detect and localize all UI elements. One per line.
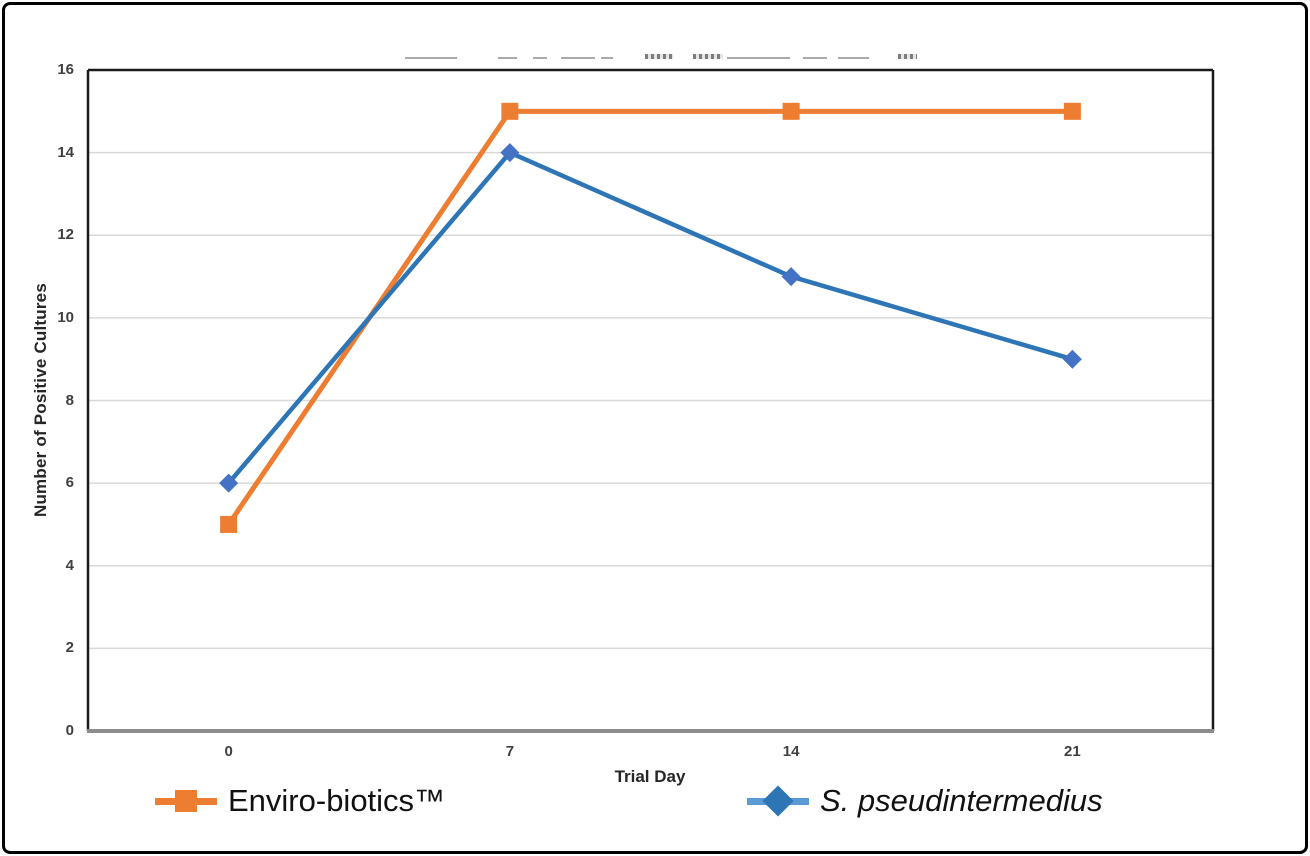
y-axis-tick-label: 14 [57, 143, 74, 161]
legend-item-enviro-biotics: Enviro-biotics™ [155, 784, 445, 818]
legend-square-marker-icon [155, 784, 217, 818]
data-point-marker-diamond [219, 473, 239, 493]
data-point-marker-square [501, 102, 519, 120]
line-chart [86, 68, 1215, 733]
x-axis-title: Trial Day [614, 767, 686, 786]
legend-item-s-pseudintermedius: S. pseudintermedius [747, 784, 1103, 818]
y-axis-tick-label: 16 [57, 61, 74, 78]
data-point-marker-square [220, 515, 238, 533]
legend-label-s-pseudintermedius: S. pseudintermedius [820, 783, 1103, 818]
y-axis-tick-label: 4 [65, 556, 74, 574]
data-point-marker-diamond [500, 143, 520, 163]
x-axis-tick-label: 21 [1064, 743, 1081, 760]
y-axis-tick-label: 2 [65, 639, 74, 657]
x-axis-tick-label: 7 [505, 743, 515, 760]
y-axis-tick-label: 12 [57, 226, 74, 244]
x-axis-tick-label: 14 [782, 743, 800, 760]
x-axis-tick-label: 0 [224, 743, 233, 760]
y-axis-tick-label: 6 [65, 474, 74, 492]
legend-label-enviro-biotics: Enviro-biotics™ [228, 783, 446, 818]
legend-square-swatch [175, 790, 197, 812]
data-point-marker-square [782, 102, 800, 120]
data-point-marker-diamond [1062, 349, 1082, 369]
y-axis-tick-label: 8 [65, 391, 74, 409]
y-axis-tick-label: 10 [57, 308, 74, 326]
legend-diamond-marker-icon [747, 784, 809, 818]
series-line-1 [226, 149, 1074, 485]
y-axis-tick-label: 0 [65, 722, 74, 739]
data-point-marker-square [1063, 102, 1081, 120]
legend-diamond-swatch [762, 785, 794, 817]
data-point-marker-diamond [781, 267, 801, 287]
